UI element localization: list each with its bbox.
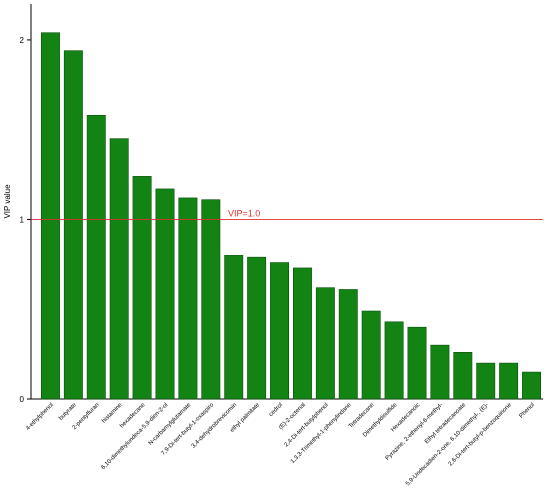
- bar: [247, 256, 267, 400]
- x-tick-label: butyrate: [58, 402, 78, 422]
- y-tick-label: 2: [20, 36, 25, 45]
- bar: [86, 115, 106, 400]
- y-tick-label: 0: [20, 395, 25, 404]
- bar: [132, 176, 152, 400]
- x-tick-label: 5,9-Undecadien-2-one, 6,10-dimethyl-, (E…: [405, 402, 490, 487]
- bar: [270, 262, 290, 400]
- bar: [430, 344, 450, 400]
- bar: [453, 352, 473, 400]
- x-tick-label: 4-ethylphenol: [25, 402, 55, 432]
- bar: [201, 199, 221, 400]
- x-tick-label: 2,4-Di-tert-butylphenol: [284, 402, 330, 448]
- bar: [40, 32, 60, 400]
- bar: [522, 371, 542, 400]
- y-ticks: 0 1 2: [20, 36, 31, 404]
- x-tick-label: cedrol: [268, 402, 284, 418]
- bar: [292, 267, 312, 400]
- bar: [476, 362, 496, 400]
- bar: [155, 188, 175, 400]
- bar: [315, 287, 335, 400]
- bars: [40, 32, 542, 400]
- bar: [109, 138, 129, 400]
- bar: [361, 310, 381, 400]
- x-tick-label: N-carbamylglutamate: [148, 402, 193, 447]
- reference-line-group: VIP=1.0: [31, 208, 543, 220]
- bar: [63, 50, 83, 400]
- bar: [338, 289, 358, 400]
- x-tick-label: Ethyl tetradecanoate: [424, 402, 468, 446]
- bar: [499, 362, 519, 400]
- x-tick-label: 3,4-dehydrobrevicomin: [191, 402, 238, 449]
- y-axis-title: VIP value: [3, 184, 12, 219]
- vip-threshold-label: VIP=1.0: [228, 208, 260, 218]
- bar: [407, 326, 427, 400]
- bar: [224, 255, 244, 400]
- bar: [384, 321, 404, 400]
- bar: [178, 197, 198, 400]
- y-tick-label: 1: [20, 215, 25, 224]
- x-tick-label: Phenol: [519, 402, 536, 419]
- x-tick-label: histamine: [101, 402, 124, 425]
